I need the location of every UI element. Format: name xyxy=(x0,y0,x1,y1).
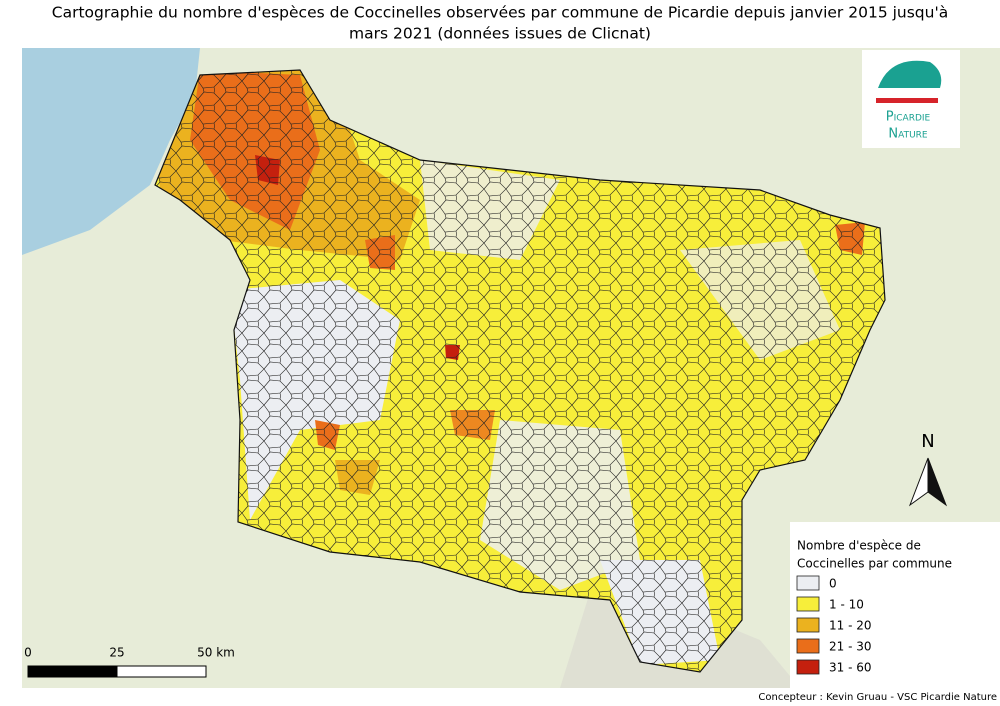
legend-label: 11 - 20 xyxy=(829,619,872,633)
logo-stripe xyxy=(876,98,938,103)
title: mars 2021 (données issues de Clicnat) xyxy=(349,25,651,43)
legend-swatch xyxy=(796,575,820,591)
north-arrow xyxy=(908,457,929,507)
legend-title: Nombre d'espèce de xyxy=(797,539,921,553)
legend-swatch xyxy=(796,596,820,612)
scale-bar xyxy=(116,665,207,678)
legend-swatch xyxy=(796,659,820,675)
credit: Concepteur : Kevin Gruau - VSC Picardie … xyxy=(758,692,997,703)
legend-label: 1 - 10 xyxy=(829,598,864,612)
scale-bar xyxy=(27,665,118,678)
logo-hedgehog xyxy=(878,60,942,88)
scale-label: 0 xyxy=(24,646,32,660)
legend-swatch xyxy=(796,638,820,654)
legend-label: 21 - 30 xyxy=(829,640,872,654)
scale-label: 25 xyxy=(109,646,124,660)
title: Cartographie du nombre d'espèces de Cocc… xyxy=(52,4,948,22)
credit-box xyxy=(700,688,1000,706)
legend-swatch xyxy=(796,617,820,633)
legend-label: 31 - 60 xyxy=(829,661,872,675)
legend-items: 0 1 - 10 11 - 20 21 - 30 31 - 60 xyxy=(796,575,872,675)
region-outline xyxy=(154,69,886,673)
legend-box xyxy=(790,522,1000,688)
sea xyxy=(22,48,200,255)
logo-text: Picardie xyxy=(886,110,931,125)
logo-text: Nature xyxy=(888,127,928,142)
legend-title: Coccinelles par commune xyxy=(797,557,952,571)
legend-label: 0 xyxy=(829,577,837,591)
scale-label: 50 km xyxy=(197,646,235,660)
north-label: N xyxy=(921,431,934,452)
